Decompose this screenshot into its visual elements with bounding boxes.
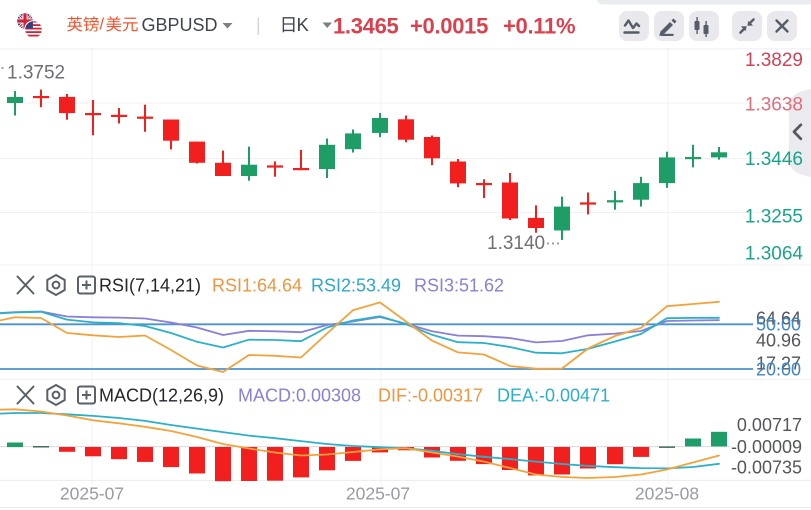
svg-text:1.3140: 1.3140 <box>487 233 545 254</box>
svg-text:MACD(12,26,9): MACD(12,26,9) <box>99 386 224 406</box>
svg-text:17.27: 17.27 <box>756 354 801 374</box>
svg-text:20.00: 20.00 <box>756 360 801 380</box>
svg-text:K: K <box>297 14 310 35</box>
svg-text:-0.00009: -0.00009 <box>731 437 802 457</box>
svg-text:1.3829: 1.3829 <box>745 50 803 71</box>
svg-text:DIF:-0.00317: DIF:-0.00317 <box>378 386 483 406</box>
svg-text:RSI3:51.62: RSI3:51.62 <box>414 276 504 296</box>
svg-text:2025-07: 2025-07 <box>60 484 124 504</box>
svg-text:/: / <box>100 16 105 34</box>
svg-text:50.00: 50.00 <box>756 315 801 335</box>
svg-text:64.64: 64.64 <box>756 309 801 329</box>
svg-text:DEA:-0.00471: DEA:-0.00471 <box>497 386 610 406</box>
svg-text:1.3752: 1.3752 <box>7 63 65 84</box>
svg-text:RSI(7,14,21): RSI(7,14,21) <box>99 276 201 296</box>
svg-text:RSI2:53.49: RSI2:53.49 <box>311 276 401 296</box>
svg-text:1.3465: 1.3465 <box>333 14 399 39</box>
svg-text:1.3638: 1.3638 <box>745 95 803 116</box>
svg-text:+0.0015: +0.0015 <box>410 14 488 39</box>
svg-text:GBPUSD: GBPUSD <box>142 15 218 35</box>
svg-text:1.3064: 1.3064 <box>745 244 804 265</box>
svg-text:|: | <box>256 15 261 35</box>
svg-text:+0.11%: +0.11% <box>503 14 575 39</box>
svg-text:1.3255: 1.3255 <box>745 207 803 228</box>
svg-text:2025-08: 2025-08 <box>635 484 699 504</box>
svg-text:40.96: 40.96 <box>756 331 801 351</box>
svg-text:-0.00735: -0.00735 <box>731 458 802 478</box>
svg-text:0.00717: 0.00717 <box>737 415 802 435</box>
svg-text:MACD:0.00308: MACD:0.00308 <box>238 386 361 406</box>
svg-text:2025-07: 2025-07 <box>346 484 410 504</box>
svg-text:1.3446: 1.3446 <box>745 149 803 170</box>
svg-text:RSI1:64.64: RSI1:64.64 <box>212 276 302 296</box>
